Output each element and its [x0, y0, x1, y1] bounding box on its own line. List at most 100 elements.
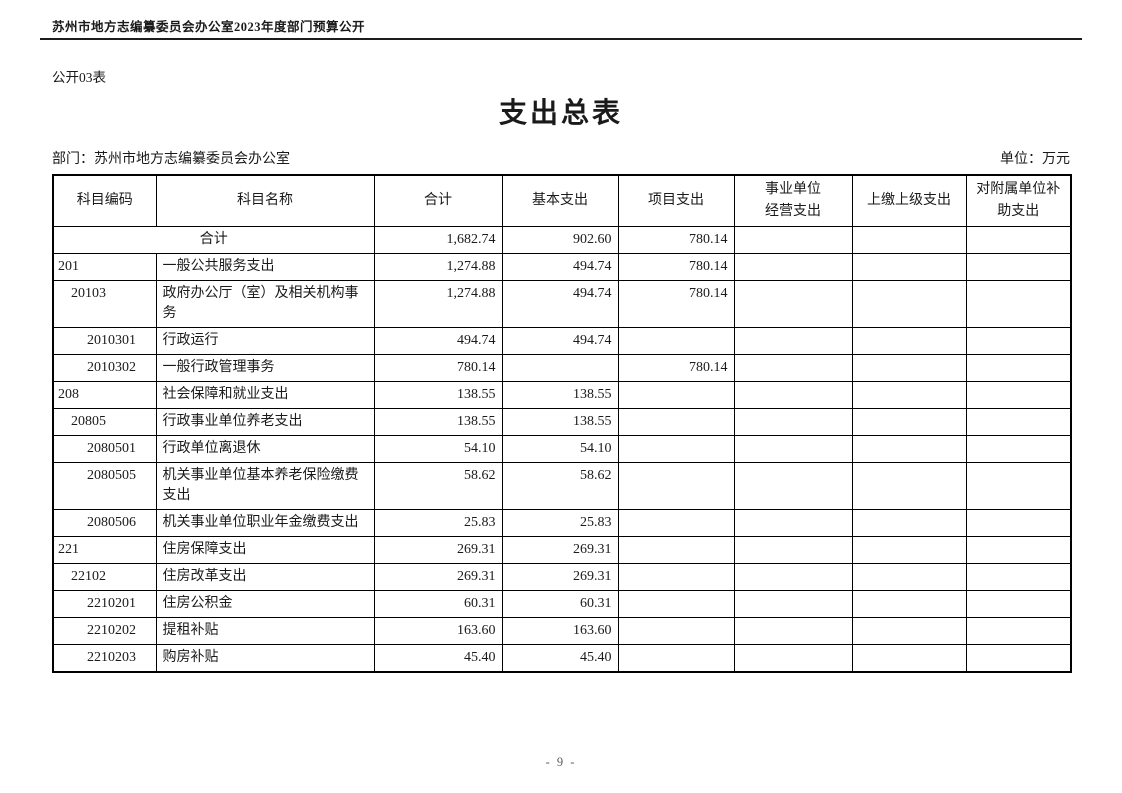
expenditure-table: 科目编码 科目名称 合计 基本支出 项目支出 事业单位 经营支出 上缴上级支出 对附属单位补助…	[52, 174, 1072, 673]
page-number: - 9 -	[545, 755, 577, 769]
cell-operating	[733, 225, 853, 254]
cell-upper	[851, 508, 967, 537]
cell-project: 780.14	[617, 353, 735, 382]
cell-basic: 902.60	[501, 225, 619, 254]
cell-basic: 54.10	[501, 434, 619, 463]
unit-label: 单位：万元	[1000, 152, 1070, 167]
cell-project	[617, 508, 735, 537]
cell-total: 138.55	[373, 380, 503, 409]
cell-basic: 163.60	[501, 616, 619, 645]
cell-subsidy	[965, 225, 1072, 254]
table-header-row: 科目编码 科目名称 合计 基本支出 项目支出 事业单位 经营支出 上缴上级支出 对附属单位补助…	[52, 174, 1072, 227]
cell-summary-label: 合计	[52, 225, 375, 254]
cell-project	[617, 326, 735, 355]
cell-upper	[851, 589, 967, 618]
cell-subsidy	[965, 589, 1072, 618]
cell-upper	[851, 353, 967, 382]
cell-subsidy	[965, 535, 1072, 564]
cell-subject-name: 行政事业单位养老支出	[155, 407, 375, 436]
cell-subject-name: 一般行政管理事务	[155, 353, 375, 382]
cell-subsidy	[965, 326, 1072, 355]
department-label: 部门：苏州市地方志编纂委员会办公室	[52, 152, 290, 167]
cell-subject-name: 政府办公厅（室）及相关机构事务	[155, 279, 375, 328]
cell-project: 780.14	[617, 225, 735, 254]
cell-subject-code: 2080501	[52, 434, 157, 463]
table-row: 2210202 提租补贴 163.60 163.60	[52, 616, 1072, 645]
cell-subject-code: 20805	[52, 407, 157, 436]
cell-subject-name: 提租补贴	[155, 616, 375, 645]
cell-subject-code: 2080506	[52, 508, 157, 537]
cell-subject-name: 住房改革支出	[155, 562, 375, 591]
col-header-total: 合计	[373, 174, 503, 227]
col-header-subject-code: 科目编码	[52, 174, 157, 227]
cell-subsidy	[965, 279, 1072, 328]
cell-operating	[733, 508, 853, 537]
cell-subject-code: 208	[52, 380, 157, 409]
cell-subject-name: 社会保障和就业支出	[155, 380, 375, 409]
cell-subsidy	[965, 616, 1072, 645]
cell-total: 60.31	[373, 589, 503, 618]
cell-subject-code: 2010302	[52, 353, 157, 382]
cell-project	[617, 461, 735, 510]
cell-subject-code: 2210201	[52, 589, 157, 618]
cell-total: 1,682.74	[373, 225, 503, 254]
cell-subsidy	[965, 643, 1072, 672]
cell-operating	[733, 535, 853, 564]
cell-total: 58.62	[373, 461, 503, 510]
cell-basic: 494.74	[501, 252, 619, 281]
cell-operating	[733, 380, 853, 409]
cell-upper	[851, 380, 967, 409]
cell-subject-code: 22102	[52, 562, 157, 591]
table-row: 22102 住房改革支出 269.31 269.31	[52, 562, 1072, 591]
cell-upper	[851, 562, 967, 591]
cell-subject-name: 住房保障支出	[155, 535, 375, 564]
cell-upper	[851, 225, 967, 254]
cell-basic: 58.62	[501, 461, 619, 510]
cell-basic: 269.31	[501, 535, 619, 564]
cell-project	[617, 643, 735, 672]
document-header: 苏州市地方志编纂委员会办公室2023年度部门预算公开	[40, 16, 1082, 40]
cell-operating	[733, 279, 853, 328]
cell-subject-code: 20103	[52, 279, 157, 328]
cell-operating	[733, 434, 853, 463]
table-row: 2080501 行政单位离退休 54.10 54.10	[52, 434, 1072, 463]
cell-subsidy	[965, 434, 1072, 463]
cell-project	[617, 434, 735, 463]
cell-subsidy	[965, 562, 1072, 591]
cell-total: 494.74	[373, 326, 503, 355]
table-row: 2080505 机关事业单位基本养老保险缴费支出 58.62 58.62	[52, 461, 1072, 510]
cell-project: 780.14	[617, 279, 735, 328]
cell-total: 1,274.88	[373, 252, 503, 281]
cell-subject-name: 机关事业单位职业年金缴费支出	[155, 508, 375, 537]
col-header-subject-name: 科目名称	[155, 174, 375, 227]
cell-total: 45.40	[373, 643, 503, 672]
cell-operating	[733, 407, 853, 436]
cell-operating	[733, 252, 853, 281]
cell-project	[617, 562, 735, 591]
table-row: 2210201 住房公积金 60.31 60.31	[52, 589, 1072, 618]
cell-subject-code: 201	[52, 252, 157, 281]
table-body: 合计 1,682.74 902.60 780.14 201 一般公共服务支出 1,274.8…	[52, 225, 1072, 672]
cell-upper	[851, 461, 967, 510]
header-rule	[40, 38, 1082, 40]
cell-operating	[733, 643, 853, 672]
cell-subject-code: 2210203	[52, 643, 157, 672]
cell-total: 269.31	[373, 535, 503, 564]
table-row: 2080506 机关事业单位职业年金缴费支出 25.83 25.83	[52, 508, 1072, 537]
cell-project: 780.14	[617, 252, 735, 281]
cell-upper	[851, 616, 967, 645]
cell-subsidy	[965, 461, 1072, 510]
cell-project	[617, 407, 735, 436]
cell-subsidy	[965, 407, 1072, 436]
col-header-project-expenditure: 项目支出	[617, 174, 735, 227]
cell-basic: 138.55	[501, 380, 619, 409]
cell-basic	[501, 353, 619, 382]
cell-upper	[851, 279, 967, 328]
cell-total: 1,274.88	[373, 279, 503, 328]
cell-subject-name: 行政单位离退休	[155, 434, 375, 463]
cell-project	[617, 380, 735, 409]
table-row: 208 社会保障和就业支出 138.55 138.55	[52, 380, 1072, 409]
table-row: 合计 1,682.74 902.60 780.14	[52, 225, 1072, 254]
cell-basic: 269.31	[501, 562, 619, 591]
table-row: 20103 政府办公厅（室）及相关机构事务 1,274.88 494.74 780.14	[52, 279, 1072, 328]
